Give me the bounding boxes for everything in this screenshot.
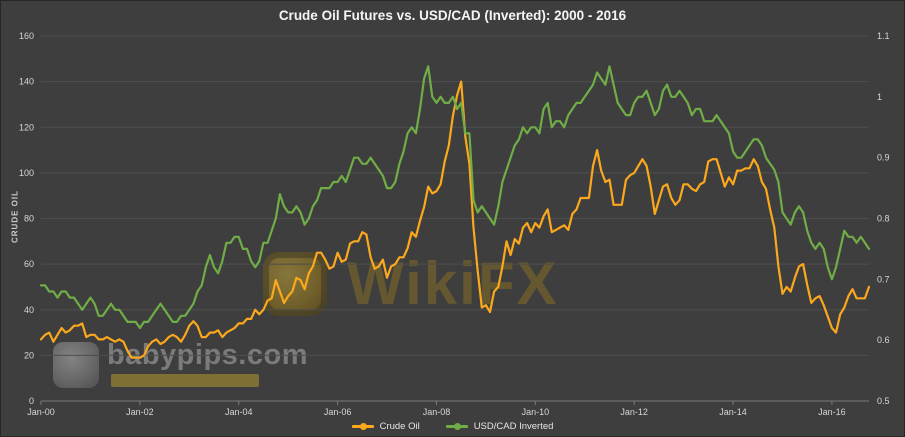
x-axis-tick-label: Jan-00	[27, 407, 55, 417]
crude-oil-legend-label: Crude Oil	[379, 421, 420, 432]
x-axis-tick-label: Jan-16	[818, 407, 846, 417]
y-axis-left-tick-label: 80	[24, 214, 34, 224]
y-axis-left-tick-label: 40	[24, 305, 34, 315]
x-axis-tick-label: Jan-06	[324, 407, 352, 417]
babypips-logo-icon	[53, 342, 99, 388]
y-axis-right-tick-label: 0.7	[877, 274, 890, 284]
y-axis-right-tick-label: 0.8	[877, 214, 890, 224]
legend-item-crude-oil: Crude Oil	[351, 421, 420, 432]
y-axis-left-tick-label: 140	[19, 77, 34, 87]
series-line-crude-oil	[39, 80, 871, 359]
babypips-tagline-strip	[111, 374, 259, 387]
y-axis-right-tick-label: 1	[877, 92, 882, 102]
y-axis-left-tick-label: 0	[29, 396, 34, 406]
x-axis-tick-label: Jan-04	[225, 407, 253, 417]
crude-oil-legend-marker	[351, 423, 374, 430]
x-axis-tick-label: Jan-02	[126, 407, 154, 417]
legend-item-usdcad: USD/CAD Inverted	[445, 421, 554, 432]
y-axis-left-tick-label: 60	[24, 259, 34, 269]
y-axis-left-tick-label: 120	[19, 122, 34, 132]
series-line-usd-cad-inverted	[39, 65, 871, 330]
x-axis-tick-label: Jan-10	[522, 407, 550, 417]
y-axis-left-tick-label: 160	[19, 31, 34, 41]
y-axis-title: CRUDE OIL	[10, 190, 20, 243]
chart-title: Crude Oil Futures vs. USD/CAD (Inverted)…	[278, 8, 627, 23]
y-axis-right-tick-label: 0.9	[877, 153, 890, 163]
usdcad-legend-marker	[445, 423, 468, 430]
y-axis-left-tick-label: 100	[19, 168, 34, 178]
x-axis-tick-label: Jan-14	[719, 407, 747, 417]
y-axis-right-tick-label: 0.6	[877, 335, 890, 345]
legend: Crude Oil USD/CAD Inverted	[1, 421, 904, 432]
x-axis-tick-label: Jan-12	[620, 407, 648, 417]
x-axis-tick-label: Jan-08	[423, 407, 451, 417]
y-axis-right-tick-label: 0.5	[877, 396, 890, 406]
usdcad-legend-label: USD/CAD Inverted	[473, 421, 554, 432]
y-axis-left-tick-label: 20	[24, 350, 34, 360]
y-axis-right-tick-label: 1.1	[877, 31, 890, 41]
